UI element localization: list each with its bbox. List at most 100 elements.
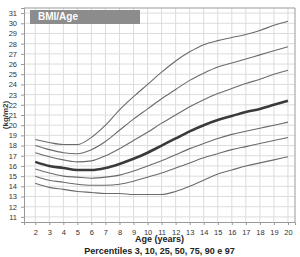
tick-label: 3	[48, 228, 52, 237]
tick-mark	[176, 222, 177, 225]
tick-mark	[21, 23, 24, 24]
tick-label: 17	[9, 152, 17, 161]
tick: 15	[214, 222, 222, 237]
tick: 31	[9, 9, 24, 18]
percentile-line	[35, 70, 288, 162]
tick: 22	[9, 101, 24, 110]
percentile-line	[35, 101, 288, 170]
tick-label: 30	[9, 19, 17, 28]
grid-line-y	[24, 165, 295, 166]
plot-background	[24, 8, 295, 222]
tick-label: 14	[200, 228, 208, 237]
tick-label: 31	[9, 9, 17, 18]
title-box: BMI/Age	[30, 10, 140, 24]
grid-line-y	[24, 84, 295, 85]
tick: 2	[34, 222, 38, 237]
plot: 2345678910111213141516171819201112131415…	[9, 8, 296, 237]
tick: 24	[9, 80, 24, 89]
tick-mark	[63, 222, 64, 225]
tick-label: 19	[270, 228, 278, 237]
tick: 6	[90, 222, 94, 237]
tick: 11	[9, 213, 24, 222]
tick-label: 6	[90, 228, 94, 237]
tick: 14	[200, 222, 208, 237]
grid-line-y	[24, 64, 295, 65]
x-axis-title: Age (years)	[135, 234, 184, 244]
frame-top	[24, 8, 295, 9]
grid-line-y	[24, 155, 295, 156]
tick: 5	[76, 222, 80, 237]
tick: 23	[9, 91, 24, 100]
axis-line	[21, 9, 25, 223]
frame-right	[295, 8, 296, 222]
tick: 16	[228, 222, 236, 237]
tick-mark	[260, 222, 261, 225]
tick-label: 27	[9, 50, 17, 59]
tick: 18	[256, 222, 264, 237]
tick-label: 16	[228, 228, 236, 237]
tick: 13	[186, 222, 194, 237]
tick-mark	[119, 222, 120, 225]
tick: 30	[9, 19, 24, 28]
chart: 2345678910111213141516171819201112131415…	[0, 0, 300, 257]
tick-label: 5	[76, 228, 80, 237]
grid-line-y	[24, 53, 295, 54]
tick-mark	[21, 217, 24, 218]
tick: 25	[9, 70, 24, 79]
tick-mark	[246, 222, 247, 225]
y-axis-title: (kg/m2)	[1, 100, 10, 129]
grid-line-y	[24, 206, 295, 207]
tick-mark	[204, 222, 205, 225]
tick: 27	[9, 50, 24, 59]
tick-label: 13	[9, 192, 17, 201]
tick-mark	[190, 222, 191, 225]
tick: 13	[9, 192, 24, 201]
axis-line	[25, 223, 296, 226]
tick-label: 8	[118, 228, 122, 237]
grid-line-y	[24, 196, 295, 197]
title: BMI/Age	[38, 11, 78, 22]
tick-label: 23	[9, 91, 17, 100]
tick-mark	[21, 135, 24, 136]
tick-mark	[21, 44, 24, 45]
tick-mark	[35, 222, 36, 225]
tick-label: 14	[9, 182, 17, 191]
tick-mark	[274, 222, 275, 225]
tick-label: 15	[214, 228, 222, 237]
tick: 21	[9, 111, 24, 120]
percentile-line	[35, 157, 288, 195]
tick: 20	[284, 222, 292, 237]
tick-mark	[21, 54, 24, 55]
tick-label: 4	[62, 228, 66, 237]
percentile-line	[35, 47, 288, 154]
tick-label: 15	[9, 172, 17, 181]
tick-label: 18	[256, 228, 264, 237]
tick: 19	[270, 222, 278, 237]
tick-mark	[21, 176, 24, 177]
tick-label: 11	[9, 213, 17, 222]
tick-mark	[21, 84, 24, 85]
grid-line-y	[24, 216, 295, 217]
tick: 29	[9, 29, 24, 38]
tick: 20	[9, 121, 24, 130]
tick-mark	[77, 222, 78, 225]
grid-line-y	[24, 43, 295, 44]
series-group	[35, 21, 288, 194]
grid-line-y	[24, 33, 295, 34]
grid-line-y	[24, 135, 295, 136]
tick: 14	[9, 182, 24, 191]
tick-label: 26	[9, 60, 17, 69]
grid-line-y	[24, 94, 295, 95]
tick-mark	[21, 125, 24, 126]
tick-mark	[21, 156, 24, 157]
tick-mark	[21, 197, 24, 198]
tick: 17	[9, 152, 24, 161]
tick-label: 29	[9, 29, 17, 38]
tick-mark	[21, 64, 24, 65]
subtitle: Percentiles 3, 10, 25, 50, 75, 90 e 97	[84, 246, 235, 256]
tick-label: 25	[9, 70, 17, 79]
tick-mark	[21, 186, 24, 187]
tick-label: 7	[104, 228, 108, 237]
tick: 4	[62, 222, 66, 237]
title-background	[30, 10, 140, 24]
